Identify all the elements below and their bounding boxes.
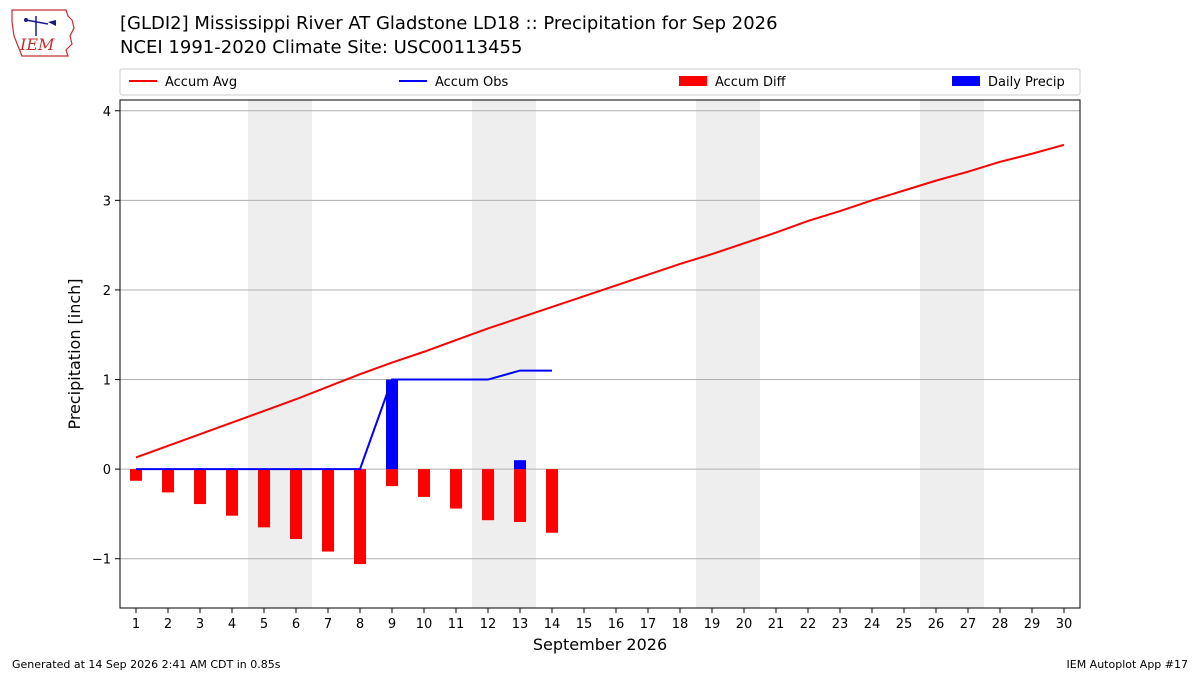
accum-diff-bar [450, 469, 462, 509]
accum-diff-bar [354, 469, 366, 565]
daily-precip-bar [514, 460, 526, 470]
chart-title: [GLDI2] Mississippi River AT Gladstone L… [120, 13, 778, 34]
weekend-band [728, 100, 760, 608]
x-tick-label: 11 [448, 617, 465, 632]
x-tick-label: 6 [292, 617, 300, 632]
accum-diff-bar [514, 469, 526, 522]
y-tick-label: 0 [103, 463, 111, 478]
accum-diff-bar [194, 469, 206, 505]
y-axis-label: Precipitation [inch] [65, 278, 84, 429]
x-tick-label: 9 [388, 617, 396, 632]
legend-label: Accum Avg [165, 75, 237, 90]
y-tick-label: 1 [103, 374, 111, 389]
accum-avg-line [135, 143, 1065, 459]
accum-diff-bar [322, 469, 334, 552]
weekend-band [472, 100, 504, 608]
x-tick-label: 13 [512, 617, 529, 632]
x-tick-label: 7 [324, 617, 332, 632]
x-tick-label: 14 [544, 617, 561, 632]
weekend-band [920, 100, 952, 608]
chart-subtitle: NCEI 1991-2020 Climate Site: USC00113455 [120, 37, 523, 58]
x-tick-label: 28 [992, 617, 1009, 632]
line-series [135, 143, 1065, 471]
iem-logo: IEM [11, 9, 75, 57]
generated-timestamp: Generated at 14 Sep 2026 2:41 AM CDT in … [12, 658, 281, 671]
x-tick-label: 26 [928, 617, 945, 632]
x-axis: 1 2 3 4 5 6 7 8 9 10 11 12 13 14 15 16 17 18 19 20 21 22 23 24 2… [132, 608, 1072, 632]
y-tick-label: 3 [103, 194, 111, 209]
x-tick-label: 16 [608, 617, 625, 632]
x-tick-label: 23 [832, 617, 849, 632]
x-tick-label: 17 [640, 617, 657, 632]
weekend-band [696, 100, 728, 608]
x-tick-label: 3 [196, 617, 204, 632]
plot-frame [119, 99, 1081, 609]
accum-diff-bar [226, 469, 238, 516]
svg-text:IEM: IEM [19, 35, 55, 54]
accum-diff-bar [482, 469, 494, 521]
accum-diff-bar [162, 469, 174, 493]
y-tick-label: −1 [92, 553, 111, 568]
x-tick-label: 8 [356, 617, 364, 632]
y-tick-label: 2 [103, 284, 111, 299]
x-tick-label: 21 [768, 617, 785, 632]
accum-diff-bar [130, 469, 142, 481]
weekend-band [504, 100, 536, 608]
accum-diff-bar [418, 469, 430, 497]
x-tick-label: 1 [132, 617, 140, 632]
x-tick-label: 18 [672, 617, 689, 632]
x-tick-label: 4 [228, 617, 236, 632]
legend-label: Accum Obs [435, 75, 508, 90]
accum-diff-bar [386, 469, 398, 487]
daily-precip-bar [386, 379, 398, 470]
accum-diff-bar [546, 469, 558, 533]
x-tick-label: 15 [576, 617, 593, 632]
legend-swatch-bar [952, 76, 980, 86]
weekend-band [248, 100, 280, 608]
x-tick-label: 5 [260, 617, 268, 632]
accum-obs-line [136, 369, 552, 471]
x-tick-label: 19 [704, 617, 721, 632]
legend-frame [119, 68, 1081, 96]
app-label: IEM Autoplot App #17 [1066, 658, 1189, 671]
weekend-band [952, 100, 984, 608]
accum-diff-bar [258, 469, 270, 528]
legend-swatch-bar [679, 76, 707, 86]
legend-label: Daily Precip [988, 75, 1065, 90]
x-tick-label: 30 [1056, 617, 1073, 632]
x-tick-label: 29 [1024, 617, 1041, 632]
x-tick-label: 25 [896, 617, 913, 632]
y-tick-label: 4 [103, 105, 111, 120]
x-tick-label: 22 [800, 617, 817, 632]
x-tick-label: 20 [736, 617, 753, 632]
x-tick-label: 27 [960, 617, 977, 632]
legend: Accum Avg Accum Obs Accum Diff Daily Precip [119, 68, 1081, 96]
x-axis-label: September 2026 [533, 635, 667, 654]
legend-label: Accum Diff [715, 75, 787, 90]
accum-diff-bar [290, 469, 302, 540]
bar-series [130, 379, 558, 565]
y-axis: −1 0 1 2 3 4 [92, 105, 120, 568]
x-tick-label: 2 [164, 617, 172, 632]
x-tick-label: 12 [480, 617, 497, 632]
x-tick-label: 24 [864, 617, 881, 632]
x-tick-label: 10 [416, 617, 433, 632]
